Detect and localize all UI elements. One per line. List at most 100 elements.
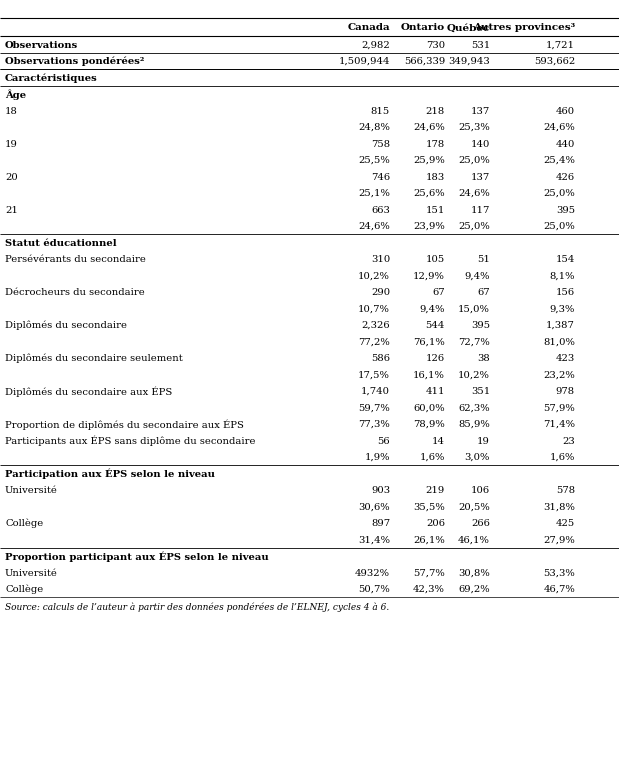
Text: Participation aux ÉPS selon le niveau: Participation aux ÉPS selon le niveau — [5, 469, 215, 479]
Text: 151: 151 — [426, 206, 445, 215]
Text: 106: 106 — [471, 486, 490, 495]
Text: 81,0%: 81,0% — [543, 338, 575, 347]
Text: 3,0%: 3,0% — [465, 453, 490, 462]
Text: 349,943: 349,943 — [448, 57, 490, 66]
Text: Décrocheurs du secondaire: Décrocheurs du secondaire — [5, 288, 145, 297]
Text: 78,9%: 78,9% — [413, 420, 445, 429]
Text: 23,9%: 23,9% — [413, 222, 445, 231]
Text: Source: calculs de l’auteur à partir des données pondérées de l’ELNEJ, cycles 4 : Source: calculs de l’auteur à partir des… — [5, 602, 389, 612]
Text: 62,3%: 62,3% — [459, 404, 490, 412]
Text: 9,3%: 9,3% — [550, 305, 575, 314]
Text: 10,2%: 10,2% — [458, 370, 490, 379]
Text: 154: 154 — [556, 255, 575, 264]
Text: 20,5%: 20,5% — [458, 503, 490, 511]
Text: 16,1%: 16,1% — [413, 370, 445, 379]
Text: 8,1%: 8,1% — [550, 271, 575, 280]
Text: 25,6%: 25,6% — [413, 189, 445, 198]
Text: 411: 411 — [425, 387, 445, 396]
Text: 46,1%: 46,1% — [458, 536, 490, 545]
Text: 758: 758 — [371, 139, 390, 149]
Text: 1,740: 1,740 — [361, 387, 390, 396]
Text: 27,9%: 27,9% — [543, 536, 575, 545]
Text: 126: 126 — [426, 354, 445, 363]
Text: 140: 140 — [470, 139, 490, 149]
Text: 24,8%: 24,8% — [358, 123, 390, 132]
Text: 25,9%: 25,9% — [413, 156, 445, 165]
Text: Québec: Québec — [447, 24, 490, 33]
Text: 730: 730 — [426, 40, 445, 50]
Text: Diplômés du secondaire: Diplômés du secondaire — [5, 321, 127, 330]
Text: Observations pondérées²: Observations pondérées² — [5, 57, 144, 66]
Text: 425: 425 — [556, 519, 575, 528]
Text: 310: 310 — [371, 255, 390, 264]
Text: 20: 20 — [5, 172, 18, 181]
Text: 35,5%: 35,5% — [413, 503, 445, 511]
Text: 60,0%: 60,0% — [413, 404, 445, 412]
Text: 2,326: 2,326 — [361, 321, 390, 330]
Text: 266: 266 — [471, 519, 490, 528]
Text: 23,2%: 23,2% — [543, 370, 575, 379]
Text: 10,7%: 10,7% — [358, 305, 390, 314]
Text: 10,2%: 10,2% — [358, 271, 390, 280]
Text: Proportion participant aux ÉPS selon le niveau: Proportion participant aux ÉPS selon le … — [5, 552, 269, 562]
Text: 156: 156 — [556, 288, 575, 297]
Text: 42,3%: 42,3% — [413, 585, 445, 594]
Text: 219: 219 — [426, 486, 445, 495]
Text: 897: 897 — [371, 519, 390, 528]
Text: 25,4%: 25,4% — [543, 156, 575, 165]
Text: Canada: Canada — [347, 24, 390, 33]
Text: 71,4%: 71,4% — [543, 420, 575, 429]
Text: 544: 544 — [426, 321, 445, 330]
Text: 1,9%: 1,9% — [365, 453, 390, 462]
Text: 105: 105 — [426, 255, 445, 264]
Text: 76,1%: 76,1% — [413, 338, 445, 347]
Text: 59,7%: 59,7% — [358, 404, 390, 412]
Text: 746: 746 — [371, 172, 390, 181]
Text: 25,1%: 25,1% — [358, 189, 390, 198]
Text: 17,5%: 17,5% — [358, 370, 390, 379]
Text: 4932%: 4932% — [355, 568, 390, 578]
Text: 290: 290 — [371, 288, 390, 297]
Text: 593,662: 593,662 — [534, 57, 575, 66]
Text: 1,6%: 1,6% — [420, 453, 445, 462]
Text: 903: 903 — [371, 486, 390, 495]
Text: 117: 117 — [470, 206, 490, 215]
Text: 14: 14 — [432, 437, 445, 446]
Text: Observations: Observations — [5, 40, 78, 50]
Text: 31,4%: 31,4% — [358, 536, 390, 545]
Text: 25,0%: 25,0% — [543, 222, 575, 231]
Text: 26,1%: 26,1% — [413, 536, 445, 545]
Text: 351: 351 — [471, 387, 490, 396]
Text: 9,4%: 9,4% — [464, 271, 490, 280]
Text: Université: Université — [5, 568, 58, 578]
Text: 566,339: 566,339 — [404, 57, 445, 66]
Text: Persévérants du secondaire: Persévérants du secondaire — [5, 255, 146, 264]
Text: Âge: Âge — [5, 89, 26, 100]
Text: 423: 423 — [556, 354, 575, 363]
Text: Collège: Collège — [5, 584, 43, 594]
Text: 51: 51 — [477, 255, 490, 264]
Text: 25,5%: 25,5% — [358, 156, 390, 165]
Text: 9,4%: 9,4% — [420, 305, 445, 314]
Text: 440: 440 — [556, 139, 575, 149]
Text: 24,6%: 24,6% — [458, 189, 490, 198]
Text: 53,3%: 53,3% — [543, 568, 575, 578]
Text: 137: 137 — [471, 172, 490, 181]
Text: 183: 183 — [426, 172, 445, 181]
Text: 1,509,944: 1,509,944 — [339, 57, 390, 66]
Text: 69,2%: 69,2% — [459, 585, 490, 594]
Text: 1,387: 1,387 — [546, 321, 575, 330]
Text: 25,0%: 25,0% — [458, 222, 490, 231]
Text: 137: 137 — [471, 107, 490, 116]
Text: 395: 395 — [556, 206, 575, 215]
Text: 663: 663 — [371, 206, 390, 215]
Text: Collège: Collège — [5, 519, 43, 528]
Text: Université: Université — [5, 486, 58, 495]
Text: 2,982: 2,982 — [361, 40, 390, 50]
Text: 1,6%: 1,6% — [550, 453, 575, 462]
Text: Diplômés du secondaire aux ÉPS: Diplômés du secondaire aux ÉPS — [5, 386, 172, 397]
Text: 23: 23 — [562, 437, 575, 446]
Text: 206: 206 — [426, 519, 445, 528]
Text: 978: 978 — [556, 387, 575, 396]
Text: 815: 815 — [371, 107, 390, 116]
